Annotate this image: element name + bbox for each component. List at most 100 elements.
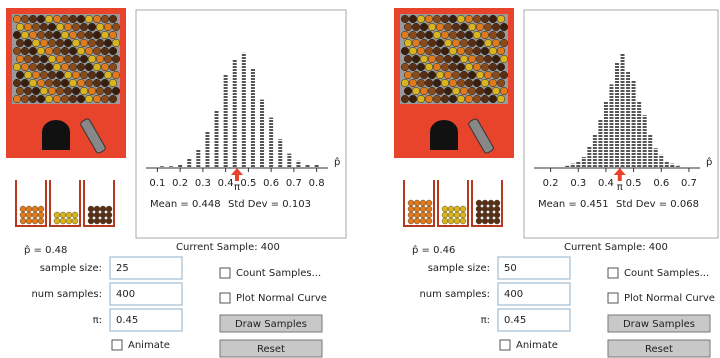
candy — [69, 47, 77, 55]
candy — [80, 39, 88, 47]
candy — [40, 71, 48, 79]
candy — [481, 15, 489, 23]
histogram-bar — [670, 164, 674, 168]
checkbox[interactable] — [112, 340, 122, 350]
histogram-bar — [593, 135, 597, 168]
axis-label: p̂ — [706, 156, 712, 168]
candy — [441, 15, 449, 23]
checkbox-label: Plot Normal Curve — [236, 293, 327, 304]
candy — [444, 55, 452, 63]
candy — [401, 15, 409, 23]
checkbox[interactable] — [608, 293, 618, 303]
cup-candy — [38, 212, 44, 218]
candy — [484, 39, 492, 47]
histogram-bar — [648, 135, 652, 168]
candy — [412, 23, 420, 31]
candy — [425, 79, 433, 87]
checkbox[interactable] — [220, 268, 230, 278]
candy — [401, 31, 409, 39]
candy — [88, 39, 96, 47]
candy — [64, 71, 72, 79]
cup-candy — [20, 212, 26, 218]
candy — [468, 23, 476, 31]
button-label: Reset — [645, 344, 673, 355]
candy — [428, 39, 436, 47]
candy — [460, 87, 468, 95]
candy — [476, 87, 484, 95]
candy — [441, 47, 449, 55]
checkbox[interactable] — [500, 340, 510, 350]
histogram-bar — [609, 84, 613, 168]
candy — [45, 95, 53, 103]
cup-candy — [482, 212, 488, 218]
candy — [401, 95, 409, 103]
cup-candy — [20, 218, 26, 224]
histogram-bar — [205, 132, 209, 168]
cup-candy — [454, 218, 460, 224]
candy — [29, 47, 37, 55]
candy — [484, 71, 492, 79]
checkbox[interactable] — [608, 268, 618, 278]
candy — [85, 31, 93, 39]
candy — [417, 47, 425, 55]
input-value: 400 — [116, 289, 135, 300]
field-label: sample size: — [428, 263, 490, 274]
candy — [101, 47, 109, 55]
candy — [417, 31, 425, 39]
candy — [492, 55, 500, 63]
std-text: Std Dev = 0.068 — [616, 199, 699, 210]
candy — [417, 95, 425, 103]
cup-candy — [94, 218, 100, 224]
candy — [69, 95, 77, 103]
candy — [473, 79, 481, 87]
candy — [476, 23, 484, 31]
candy — [409, 15, 417, 23]
histogram-bar — [169, 166, 173, 168]
candy — [29, 79, 37, 87]
cup-candy — [488, 218, 494, 224]
candy — [37, 95, 45, 103]
candy — [441, 79, 449, 87]
candy — [452, 23, 460, 31]
candy — [465, 47, 473, 55]
histogram-bar — [621, 54, 625, 168]
candy — [401, 63, 409, 71]
cup-candy — [426, 212, 432, 218]
candy — [85, 95, 93, 103]
candy — [420, 39, 428, 47]
cup-candy — [482, 206, 488, 212]
histogram-bar — [287, 154, 291, 168]
candy — [72, 39, 80, 47]
histogram-bar — [654, 148, 658, 168]
candy — [93, 79, 101, 87]
candy — [64, 87, 72, 95]
cup-candy — [100, 206, 106, 212]
candy — [69, 31, 77, 39]
candy — [61, 63, 69, 71]
candy — [441, 31, 449, 39]
candy — [109, 47, 117, 55]
x-tick-label: 0.2 — [543, 178, 559, 189]
candy — [21, 31, 29, 39]
candy — [500, 71, 508, 79]
histogram-bar — [632, 80, 636, 168]
histogram-bar — [659, 155, 663, 168]
checkbox[interactable] — [220, 293, 230, 303]
candy — [468, 71, 476, 79]
candy — [29, 63, 37, 71]
candy — [481, 31, 489, 39]
candy — [101, 95, 109, 103]
candy — [425, 15, 433, 23]
cup-candy — [488, 200, 494, 206]
cup-candy — [426, 206, 432, 212]
candy — [93, 47, 101, 55]
cup-candy — [66, 212, 72, 218]
histogram-bar — [598, 120, 602, 168]
candy — [473, 95, 481, 103]
candy — [497, 63, 505, 71]
cup-candy — [20, 206, 26, 212]
histogram-bar — [269, 118, 273, 168]
checkbox-label: Plot Normal Curve — [624, 293, 715, 304]
histogram-bar — [643, 115, 647, 168]
histogram-bar — [626, 71, 630, 168]
